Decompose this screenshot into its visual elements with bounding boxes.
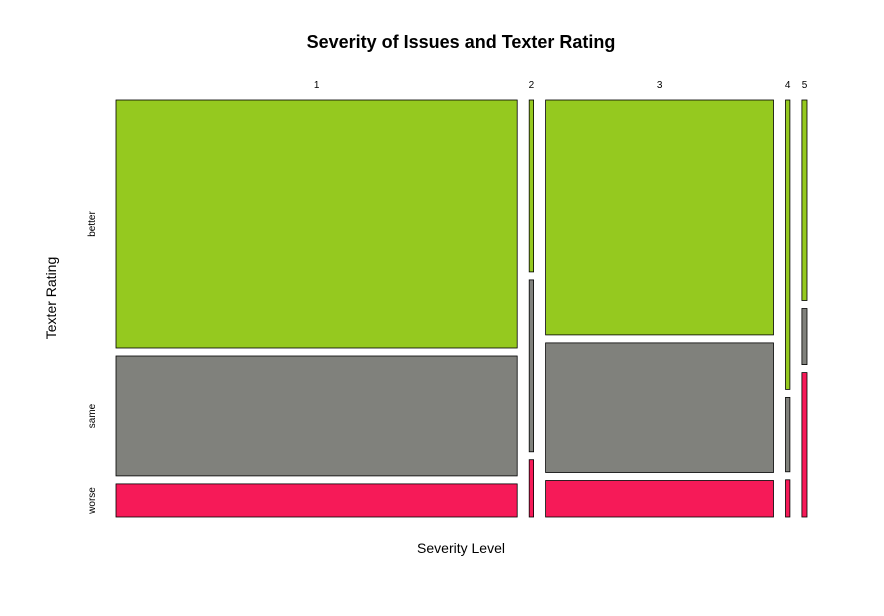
mosaic-tile-same-2: [528, 279, 535, 453]
mosaic-tile-worse-3: [545, 480, 774, 518]
mosaic-tile-better-1: [115, 99, 518, 349]
x-tick-label: 2: [529, 80, 535, 91]
x-axis-title: Severity Level: [417, 540, 505, 556]
mosaic-tile-same-4: [785, 396, 791, 473]
x-tick-label: 5: [802, 80, 808, 91]
mosaic-tile-worse-1: [115, 483, 518, 518]
x-tick-label: 1: [314, 80, 320, 91]
x-tick-label: 4: [785, 80, 791, 91]
mosaic-tile-better-2: [528, 99, 535, 273]
y-tick-label: same: [87, 403, 98, 428]
mosaic-tile-worse-5: [801, 372, 808, 518]
x-tick-label: 3: [657, 80, 663, 91]
y-axis-title: Texter Rating: [43, 257, 59, 339]
mosaic-tile-better-5: [801, 99, 808, 301]
mosaic-tile-same-3: [545, 342, 774, 473]
mosaic-tile-same-1: [115, 355, 518, 477]
mosaic-tile-same-5: [801, 308, 808, 365]
mosaic-tile-better-3: [545, 99, 774, 336]
mosaic-tiles: [115, 99, 808, 518]
chart-title: Severity of Issues and Texter Rating: [307, 32, 616, 52]
y-tick-labels: better same worse: [87, 211, 98, 515]
y-tick-label: worse: [87, 487, 98, 515]
mosaic-tile-better-4: [785, 99, 791, 390]
y-tick-label: better: [87, 211, 98, 237]
mosaic-tile-worse-4: [785, 479, 791, 518]
mosaic-tile-worse-2: [528, 459, 535, 518]
